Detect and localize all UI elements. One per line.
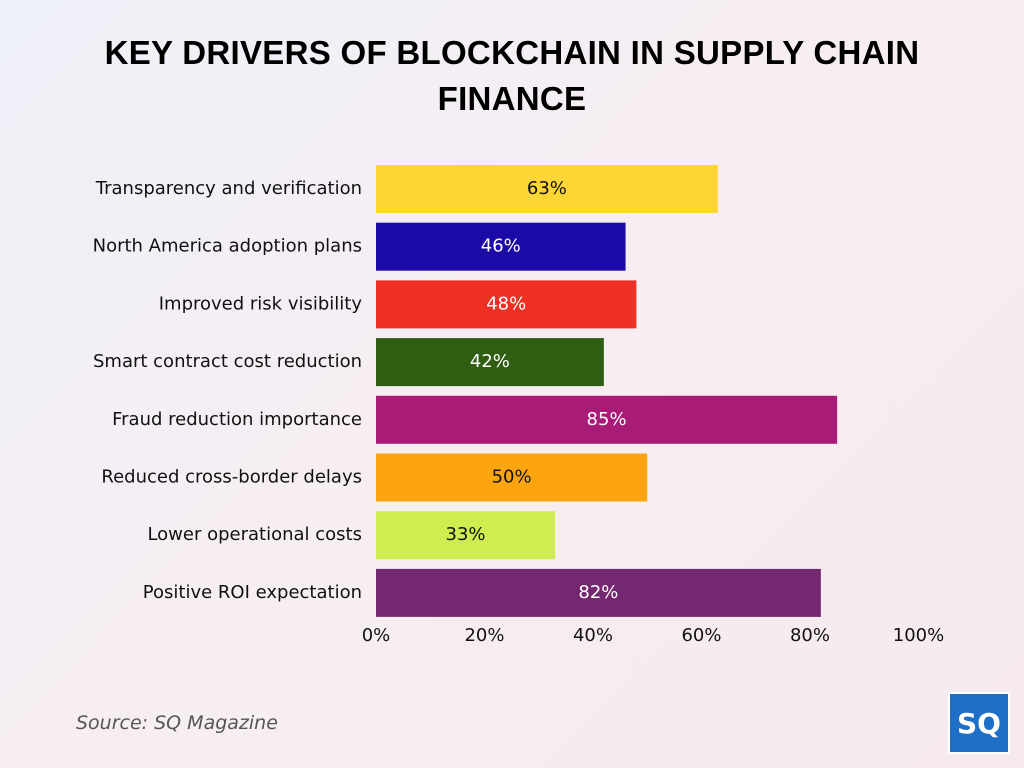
bar [376,511,556,560]
logo: SQ [948,692,1010,754]
bar [376,280,637,329]
bar [376,453,648,502]
y-tick-label: Smart contract cost reduction [93,351,362,372]
data-label: 63% [527,178,567,199]
x-tick-label: 60% [681,625,721,646]
y-tick-label: Fraud reduction importance [112,409,362,430]
x-tick-label: 0% [362,625,391,646]
x-tick-label: 100% [893,625,944,646]
chart-title: KEY DRIVERS OF BLOCKCHAIN IN SUPPLY CHAI… [104,34,920,117]
data-label: 82% [578,582,618,603]
data-label: 85% [587,409,627,430]
y-tick-label: Improved risk visibility [159,293,363,314]
source-note: Source: SQ Magazine [76,712,278,734]
y-tick-label: North America adoption plans [93,236,362,257]
y-tick-label: Positive ROI expectation [143,582,362,603]
bar [376,568,821,617]
y-tick-label: Reduced cross-border delays [101,467,362,488]
x-tick-label: 20% [464,625,504,646]
data-label: 42% [470,351,510,372]
x-tick-label: 80% [790,625,830,646]
y-tick-label: Transparency and verification [95,178,362,199]
y-tick-label: Lower operational costs [147,524,362,545]
data-label: 48% [486,293,526,314]
bar [376,222,626,271]
data-label: 50% [492,467,532,488]
x-tick-label: 40% [573,625,613,646]
data-label: 33% [446,524,486,545]
bar [376,338,604,387]
data-label: 46% [481,236,521,257]
bar [376,165,718,213]
bar [376,395,838,444]
